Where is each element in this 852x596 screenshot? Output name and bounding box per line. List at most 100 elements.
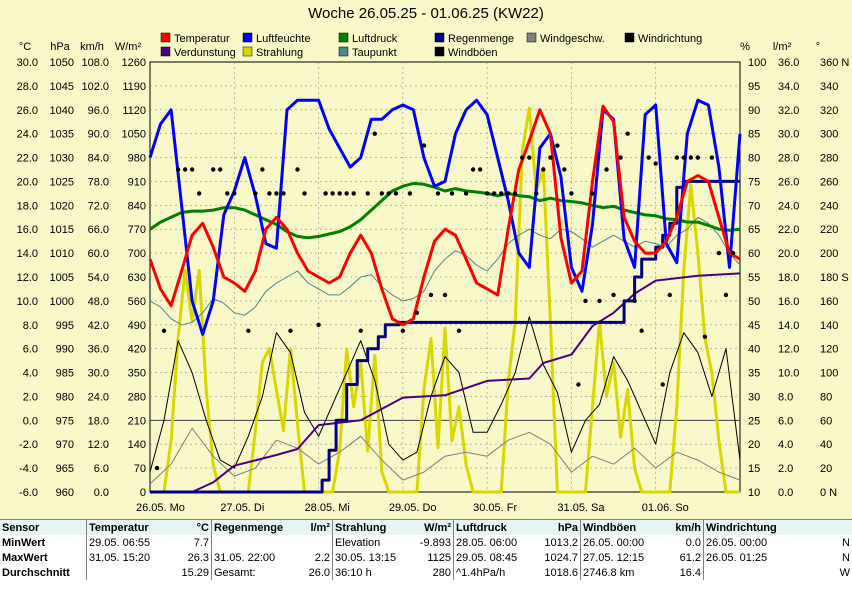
y-tick-label: 10.0 xyxy=(17,296,38,308)
y-tick-label: 35 xyxy=(748,368,760,380)
wind-direction-point xyxy=(569,191,574,196)
stats-cell: 28.05. 06:00 xyxy=(453,535,540,550)
legend-label: Temperatur xyxy=(174,33,230,45)
legend-label: Regenmenge xyxy=(448,33,514,45)
y-tick-label: 910 xyxy=(128,176,146,188)
wind-direction-point xyxy=(611,292,616,298)
legend-label: Windgeschw. xyxy=(540,33,605,45)
wind-direction-point xyxy=(506,191,511,196)
stats-cell xyxy=(211,535,294,550)
wind-direction-point xyxy=(358,328,363,333)
stats-cell: 31.05. 22:00 xyxy=(211,550,294,565)
wind-direction-point xyxy=(695,155,701,160)
stats-header-rain-unit: l/m² xyxy=(294,520,333,535)
wind-direction-point xyxy=(484,191,490,196)
stats-cell: Gesamt: xyxy=(211,565,294,580)
wind-direction-point xyxy=(302,191,307,196)
wind-direction-point xyxy=(688,155,694,160)
wind-direction-point xyxy=(281,191,286,196)
y-tick-label: 60 xyxy=(820,415,832,427)
y-tick-label: 4.0 xyxy=(23,368,38,380)
y-tick-label: 560 xyxy=(128,296,146,308)
stats-cell: 31.05. 15:20 xyxy=(86,550,177,565)
y-tick-label: 24.0 xyxy=(778,200,799,212)
y-tick-label: 1015 xyxy=(50,224,74,236)
y-tick-label: 20 xyxy=(820,463,832,475)
y-tick-label: 1000 xyxy=(50,296,74,308)
legend-swatch xyxy=(338,32,349,43)
wind-direction-point xyxy=(407,191,413,196)
x-tick-label: 01.06. So xyxy=(642,502,689,514)
wind-direction-point xyxy=(232,191,237,196)
series-group xyxy=(148,98,742,494)
x-tick-label: 26.05. Mo xyxy=(136,502,185,514)
y-tick-label: 16.0 xyxy=(778,296,799,308)
left-axes: °C hPa km/h W/m² 30.0 1050 108.0 1260 28.0 1045 10… xyxy=(17,41,146,499)
stats-cell: 0.0 xyxy=(685,536,701,549)
stats-cell: 280 xyxy=(432,566,451,579)
statistics-row-max: MaxWert 31.05. 15:20 26.3 31.05. 22:00 2… xyxy=(0,550,852,565)
legend-swatch xyxy=(624,32,635,43)
wind-direction-point xyxy=(660,382,665,387)
wind-direction-point xyxy=(477,167,483,172)
y-tick-label: 0.0 xyxy=(778,487,793,499)
axis-unit-label: hPa xyxy=(50,41,70,53)
wind-direction-point xyxy=(400,328,406,333)
stats-header-luftdruck: Luftdruck xyxy=(453,520,540,535)
wind-direction-point xyxy=(274,191,279,196)
wind-direction-point xyxy=(154,465,160,471)
y-tick-label: 25 xyxy=(748,415,760,427)
y-tick-label: 260 xyxy=(820,176,838,188)
stats-cell: 1125 xyxy=(427,551,451,564)
y-tick-label: 770 xyxy=(128,224,146,236)
y-tick-label: 0.0 xyxy=(94,487,109,499)
legend-swatch xyxy=(526,32,537,43)
wind-direction-point xyxy=(253,191,258,196)
y-tick-label: 0 N xyxy=(820,487,837,499)
y-tick-label: 1010 xyxy=(50,248,74,260)
wind-direction-point xyxy=(541,167,546,172)
y-tick-label: 220 xyxy=(820,224,838,236)
wind-direction-point xyxy=(646,155,651,160)
y-tick-label: 985 xyxy=(56,368,74,380)
axis-unit-label: W/m² xyxy=(115,41,142,53)
x-axis-labels: 26.05. Mo 27.05. Di 28.05. Mi 29.05. Do 30.0… xyxy=(136,502,689,514)
wind-direction-point xyxy=(379,191,384,196)
y-tick-label: 40 xyxy=(820,439,832,451)
y-tick-label: 96.0 xyxy=(88,105,109,117)
y-tick-label: 1120 xyxy=(122,105,146,117)
wind-direction-point xyxy=(288,328,293,333)
y-tick-label: 995 xyxy=(56,320,74,332)
wind-direction-point xyxy=(681,155,687,160)
wind-direction-point xyxy=(618,155,623,160)
y-tick-label: 60.0 xyxy=(88,248,109,260)
y-tick-label: 108.0 xyxy=(81,57,109,69)
axis-unit-label: °C xyxy=(19,41,31,53)
legend-swatch xyxy=(242,32,253,43)
wind-direction-point xyxy=(470,167,476,172)
y-tick-label: 102.0 xyxy=(81,81,109,93)
wind-direction-point xyxy=(576,382,581,387)
stats-cell xyxy=(294,535,333,550)
stats-header-wind-unit: km/h xyxy=(661,520,704,535)
stats-cell: N xyxy=(842,536,850,549)
stats-cell: 30.05. 13:15 xyxy=(332,550,407,565)
wind-direction-point xyxy=(548,155,553,160)
wind-direction-point xyxy=(625,131,630,136)
y-tick-label: 630 xyxy=(128,272,146,284)
y-tick-label: 1005 xyxy=(50,272,74,284)
wind-direction-point xyxy=(653,161,658,166)
wind-direction-point xyxy=(513,191,518,196)
y-tick-label: 50 xyxy=(748,296,760,308)
y-tick-label: 20.0 xyxy=(778,248,799,260)
wind-direction-point xyxy=(295,167,300,172)
stats-cell: 61.2 xyxy=(679,551,701,564)
stats-cell: N xyxy=(842,551,850,564)
y-tick-label: 20 xyxy=(748,439,760,451)
y-tick-label: 24.0 xyxy=(17,129,38,141)
stats-cell: 1013.2 xyxy=(544,536,578,549)
legend-label: Strahlung xyxy=(256,47,303,59)
stats-cell: 1024.7 xyxy=(544,551,578,564)
y-tick-label: 24.0 xyxy=(88,391,109,403)
